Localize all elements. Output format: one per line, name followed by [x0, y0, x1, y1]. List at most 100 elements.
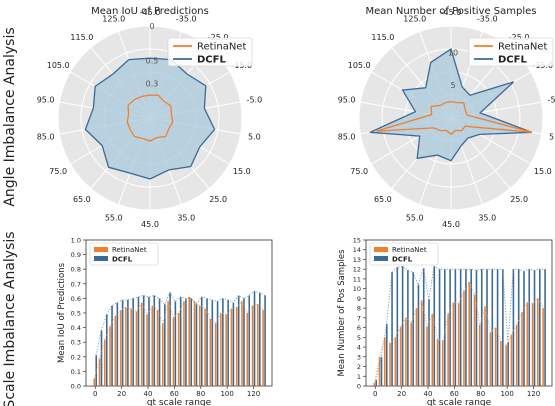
y-tick-label: 0.4 [71, 324, 81, 332]
x-tick-label: 20 [117, 390, 126, 398]
bar-retinanet [426, 326, 428, 386]
bar-dcfl [438, 269, 441, 386]
bar-dcfl [200, 296, 203, 386]
bar-retinanet [198, 305, 201, 386]
radial-tick-label: 0.5 [146, 57, 159, 66]
bar-retinanet [478, 324, 481, 386]
x-tick-label: 0 [93, 390, 97, 398]
bar-dcfl [243, 298, 245, 386]
trend-line-retinanet [374, 281, 544, 384]
legend-label-dcfl: DCFL [112, 256, 133, 264]
bar-dcfl [433, 266, 436, 386]
bar-retinanet [262, 310, 264, 386]
y-tick-label: 0.2 [71, 353, 81, 361]
bar-dcfl [459, 269, 462, 386]
bar-dcfl [158, 298, 161, 386]
bar-dcfl [375, 380, 378, 386]
angle-tick-label: -5.0 [247, 96, 263, 105]
x-tick-label: 0 [373, 390, 377, 398]
bar-dcfl [517, 269, 520, 386]
x-tick-label: 80 [196, 390, 205, 398]
angle-tick-label: 75.0 [350, 167, 368, 176]
y-tick-label: 0.7 [71, 280, 81, 288]
legend-label-retinanet: RetinaNet [392, 246, 427, 254]
bar-dcfl [391, 272, 393, 386]
bar-retinanet [531, 303, 534, 386]
radial-tick-label: 0 [149, 22, 154, 31]
legend-label-retinanet: RetinaNet [112, 246, 147, 254]
bar-retinanet [505, 345, 507, 386]
bar-dcfl [137, 296, 140, 386]
angle-tick-label: 15.0 [534, 167, 552, 176]
bar-dcfl [533, 270, 536, 386]
y-tick-label: 14 [353, 246, 361, 254]
angle-tick-label: 15.0 [233, 167, 251, 176]
chart-title: Mean Number of Positive Samples [365, 6, 536, 17]
bar-dcfl [528, 269, 531, 386]
y-tick-label: 6 [357, 324, 361, 332]
bar-dcfl [216, 301, 219, 386]
y-tick-label: 11 [353, 275, 361, 283]
bar-retinanet [521, 312, 523, 386]
y-tick-label: 4 [357, 344, 361, 352]
bar-dcfl [491, 269, 494, 386]
angle-tick-label: 125.0 [102, 14, 125, 23]
angle-tick-label: 115.0 [70, 33, 93, 42]
bar-retinanet [384, 337, 386, 386]
bar-retinanet [119, 310, 122, 386]
bar-retinanet [135, 311, 138, 386]
trend-line-dcfl [95, 290, 266, 356]
angle-tick-label: 75.0 [49, 167, 67, 176]
y-tick-label: 0.1 [71, 368, 81, 376]
bar-retinanet [436, 339, 439, 386]
bar-dcfl [412, 272, 414, 386]
y-tick-label: 1 [357, 373, 361, 381]
bar-retinanet [447, 313, 449, 386]
angle-tick-label: 55.0 [105, 214, 123, 223]
y-tick-label: 0.0 [71, 383, 81, 391]
bar-retinanet [140, 302, 143, 386]
y-tick-label: 1.0 [71, 237, 81, 245]
y-tick-label: 0 [357, 383, 361, 391]
x-tick-label: 40 [144, 390, 153, 398]
bar-dcfl [507, 342, 509, 386]
angle-tick-label: 115.0 [371, 33, 394, 42]
bar-retinanet [235, 307, 238, 386]
radar-chart-mean-iou: Mean IoU of Predictions-45.0-35.0-25.0-1… [37, 6, 262, 229]
bar-retinanet [420, 300, 423, 386]
x-tick-label: 60 [170, 390, 179, 398]
y-axis-label: Mean IoU of Predictions [57, 262, 67, 363]
y-tick-label: 2 [357, 363, 361, 371]
radial-tick-label: 5 [450, 81, 455, 90]
x-tick-label: 40 [424, 390, 433, 398]
bar-dcfl [185, 298, 187, 386]
bar-dcfl [417, 284, 420, 386]
radar-series-dcfl [369, 47, 533, 162]
bar-retinanet [251, 305, 254, 386]
y-tick-label: 5 [357, 334, 361, 342]
angle-tick-label: 65.0 [73, 195, 91, 204]
y-tick-label: 15 [353, 237, 361, 245]
legend-swatch-retinanet [374, 247, 388, 252]
angle-tick-label: -5.0 [548, 96, 555, 105]
radial-tick-label: 0.3 [146, 80, 159, 89]
bar-retinanet [415, 308, 418, 386]
angle-tick-label: 45.0 [442, 220, 460, 229]
bar-dcfl [132, 298, 134, 386]
bar-retinanet [394, 337, 397, 386]
bar-retinanet [193, 301, 196, 386]
bar-retinanet [473, 294, 476, 386]
legend-swatch-dcfl [374, 256, 388, 261]
bar-retinanet [246, 313, 249, 386]
y-tick-label: 0.5 [71, 310, 81, 318]
bar-dcfl [116, 302, 119, 386]
bar-retinanet [468, 281, 471, 386]
bar-dcfl [105, 314, 108, 386]
bar-dcfl [486, 269, 488, 386]
y-tick-label: 8 [357, 305, 361, 313]
y-tick-label: 0.8 [71, 266, 81, 274]
x-tick-label: 120 [247, 390, 260, 398]
y-tick-label: 7 [357, 314, 361, 322]
